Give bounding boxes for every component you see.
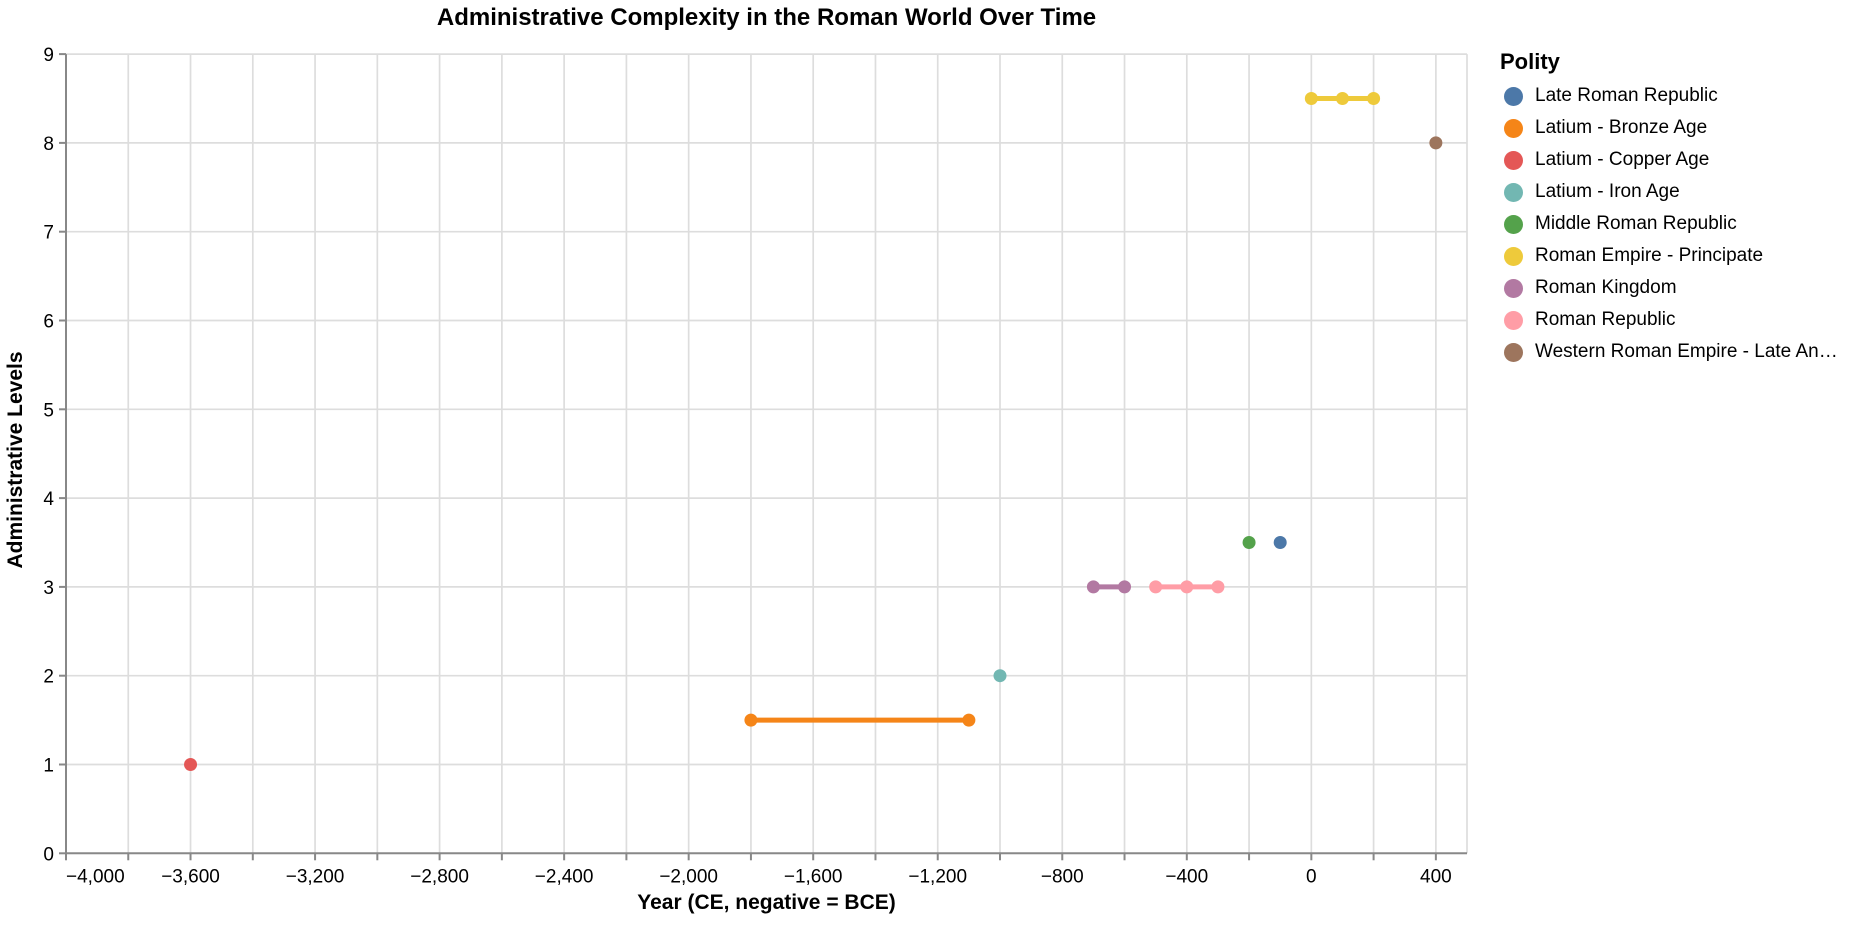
data-point <box>1086 580 1100 594</box>
x-tick-label: −1,600 <box>784 866 843 887</box>
legend-swatch-icon <box>1504 118 1523 138</box>
legend-item-label: Roman Empire - Principate <box>1535 245 1764 266</box>
x-tick-label: −2,800 <box>410 866 469 887</box>
data-point <box>993 669 1007 683</box>
data-point <box>1335 92 1349 105</box>
y-tick-label: 9 <box>43 45 54 66</box>
legend-title: Polity <box>1500 49 1560 74</box>
y-tick-label: 0 <box>43 844 54 865</box>
data-point <box>184 758 198 771</box>
y-tick-label: 6 <box>43 312 54 333</box>
legend-item-label: Late Roman Republic <box>1535 85 1718 106</box>
legend-item: Late Roman Republic <box>1500 80 1862 112</box>
legend-item: Roman Republic <box>1500 304 1862 336</box>
legend-item: Latium - Copper Age <box>1500 144 1862 176</box>
x-tick-label: −800 <box>1041 866 1084 887</box>
x-tick-label: 400 <box>1420 866 1452 887</box>
legend-swatch-icon <box>1504 342 1523 362</box>
x-tick-label: 0 <box>1306 866 1317 887</box>
y-axis-title: Administrative Levels <box>4 351 27 569</box>
legend-item: Roman Kingdom <box>1500 272 1862 304</box>
data-point <box>1118 580 1132 594</box>
legend-item-label: Western Roman Empire - Late An… <box>1535 341 1838 362</box>
y-tick-label: 2 <box>43 667 54 688</box>
legend-swatch-icon <box>1504 150 1523 170</box>
legend-item-label: Roman Kingdom <box>1535 277 1677 298</box>
data-point <box>1180 580 1194 594</box>
legend-item-label: Middle Roman Republic <box>1535 213 1737 234</box>
x-tick-label: −4,000 <box>66 866 125 887</box>
legend-item: Latium - Bronze Age <box>1500 112 1862 144</box>
x-axis-title: Year (CE, negative = BCE) <box>637 891 896 914</box>
data-point <box>1304 92 1318 105</box>
legend-item-label: Roman Republic <box>1535 309 1676 330</box>
legend-swatch-icon <box>1504 278 1523 298</box>
legend-item-label: Latium - Copper Age <box>1535 149 1710 170</box>
y-tick-label: 5 <box>43 400 54 421</box>
legend: Polity Late Roman Republic Latium - Bronz… <box>1500 48 1862 368</box>
x-tick-label: −2,400 <box>535 866 594 887</box>
data-point <box>744 713 758 727</box>
data-point <box>1242 536 1256 549</box>
legend-item: Western Roman Empire - Late An… <box>1500 336 1862 368</box>
chart-title: Administrative Complexity in the Roman W… <box>436 4 1097 31</box>
y-tick-label: 7 <box>43 223 54 244</box>
y-tick-label: 1 <box>43 756 54 777</box>
legend-item: Latium - Iron Age <box>1500 176 1862 208</box>
x-tick-label: −400 <box>1165 866 1208 887</box>
legend-swatch-icon <box>1504 246 1523 266</box>
data-point <box>962 713 976 727</box>
legend-swatch-icon <box>1504 182 1523 202</box>
legend-item: Roman Empire - Principate <box>1500 240 1862 272</box>
data-point <box>1149 580 1163 594</box>
data-point <box>1367 92 1381 105</box>
legend-items: Late Roman Republic Latium - Bronze Age La… <box>1500 80 1862 368</box>
x-tick-label: −2,000 <box>659 866 718 887</box>
y-tick-label: 8 <box>43 134 54 155</box>
legend-swatch-icon <box>1504 86 1523 106</box>
data-point <box>1429 136 1443 150</box>
x-tick-label: −3,600 <box>161 866 220 887</box>
x-tick-label: −1,200 <box>908 866 967 887</box>
legend-swatch-icon <box>1504 310 1523 330</box>
data-point <box>1273 536 1287 549</box>
data-point <box>1211 580 1225 594</box>
legend-swatch-icon <box>1504 214 1523 234</box>
y-tick-label: 3 <box>43 578 54 599</box>
x-tick-label: −3,200 <box>286 866 345 887</box>
legend-item-label: Latium - Bronze Age <box>1535 117 1708 138</box>
legend-item: Middle Roman Republic <box>1500 208 1862 240</box>
y-tick-label: 4 <box>43 489 54 510</box>
legend-item-label: Latium - Iron Age <box>1535 181 1680 202</box>
